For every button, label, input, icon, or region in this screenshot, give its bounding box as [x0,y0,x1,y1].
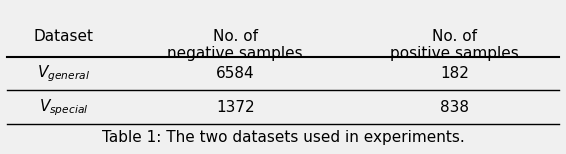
Text: $V_{general}$: $V_{general}$ [37,64,90,84]
Text: No. of
positive samples: No. of positive samples [391,29,519,61]
Text: 1372: 1372 [216,100,255,115]
Text: $V_{special}$: $V_{special}$ [38,97,88,118]
Text: 182: 182 [440,67,469,81]
Text: Table 1: The two datasets used in experiments.: Table 1: The two datasets used in experi… [102,130,464,145]
Text: 838: 838 [440,100,469,115]
Text: Dataset: Dataset [33,29,93,44]
Text: 6584: 6584 [216,67,255,81]
Text: No. of
negative samples: No. of negative samples [168,29,303,61]
